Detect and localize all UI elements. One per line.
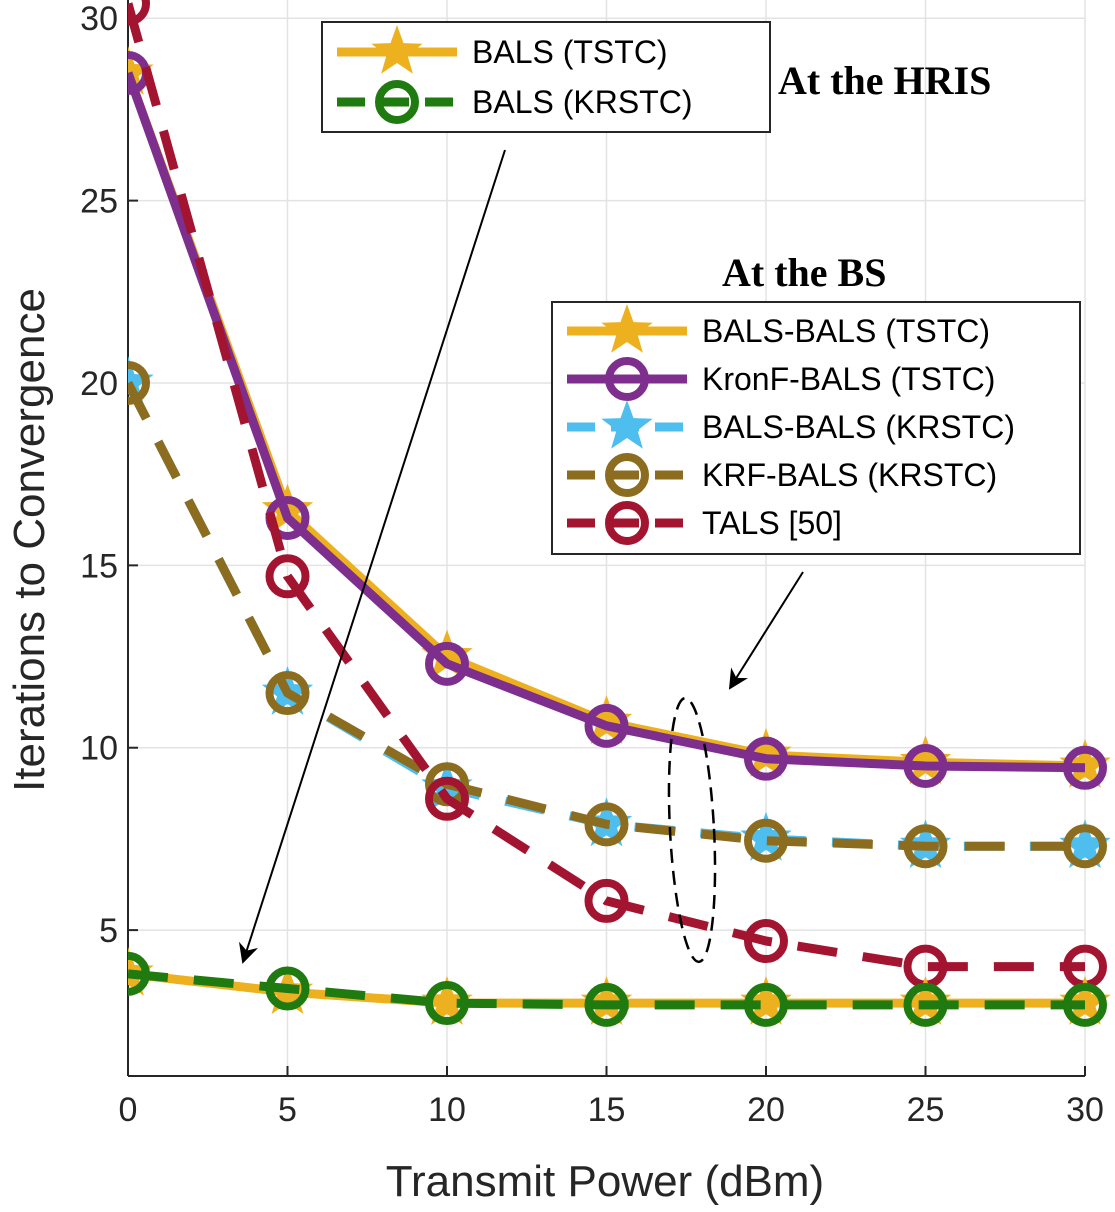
series-line [128,2,1085,972]
legend-label: BALS (TSTC) [472,34,668,70]
y-axis-label: Iterations to Convergence [5,288,54,792]
data-point [1063,824,1107,869]
y-tick-label: 5 [99,912,118,950]
legend-marker [371,25,423,74]
legend-marker [601,304,653,353]
data-point [580,695,633,744]
data-point [744,736,788,781]
data-point [425,981,469,1026]
data-point [584,802,629,847]
legend-marker [601,400,653,449]
data-point [421,629,473,679]
series-line [128,71,1086,773]
series-layer [128,0,1111,1027]
x-tick-label: 10 [428,1091,466,1129]
annotation-hris: At the HRIS [778,58,991,103]
legend-marker [375,80,419,124]
data-point [128,360,150,405]
legend-bs: BALS-BALS (TSTC) KronF-BALS (TSTC) BALS-BA… [551,301,1081,555]
legend-label: BALS-BALS (TSTC) [702,313,990,349]
x-tick-label: 20 [747,1091,785,1129]
y-tick-label: 25 [80,183,118,221]
hris-arrow [239,149,506,964]
data-point [899,735,952,785]
legend-marker [605,501,649,545]
bs-arrow [728,571,804,690]
annotation-bs: At the BS [722,250,886,295]
data-point [740,811,792,861]
data-point [265,671,310,716]
data-point [744,982,788,1027]
data-point [1059,819,1111,869]
data-point [740,728,792,777]
data-point [421,976,473,1025]
data-point [1063,982,1107,1027]
series-line [128,969,1085,1010]
data-point [903,982,948,1027]
series-group [128,0,1107,989]
data-point [128,951,150,996]
series-group [128,360,1107,869]
data-point [903,743,948,788]
y-tick-label: 15 [80,547,118,585]
data-point [584,982,629,1027]
x-tick-label: 0 [119,1091,138,1129]
data-point [1063,745,1107,790]
x-axis-label: Transmit Power (dBm) [386,1157,824,1206]
data-point [903,824,948,869]
y-tick-label: 30 [80,0,118,38]
legend-marker [605,357,649,401]
x-tick-label: 15 [588,1091,626,1129]
data-point [740,976,792,1025]
legend-label: KRF-BALS (KRSTC) [702,457,997,493]
data-point [425,776,469,821]
data-point [584,878,629,923]
legend-label: KronF-BALS (TSTC) [702,361,995,397]
x-tick-label: 30 [1066,1091,1104,1129]
legend-label: TALS [50] [702,505,842,541]
legend-marker [605,453,649,497]
y-tick-label: 10 [80,730,118,768]
bs-highlight-ellipse [667,696,717,964]
legend-label: BALS (KRSTC) [472,84,692,120]
x-tick-label: 5 [278,1091,297,1129]
axes [127,0,1086,1077]
series-line [128,380,1085,851]
legend-hris: BALS (TSTC) BALS (KRSTC) [321,21,771,133]
tick-labels: 0 5 10 15 20 25 30 5 10 15 20 25 30 [80,0,1104,1129]
data-point [265,554,310,599]
data-point [265,966,310,1011]
data-point [584,703,629,748]
data-point [128,0,150,26]
data-point [744,818,788,863]
y-tick-label: 20 [80,365,118,403]
x-tick-label: 25 [907,1091,945,1129]
data-point [744,919,788,964]
data-point [425,641,469,686]
legend-label: BALS-BALS (KRSTC) [702,409,1015,445]
series-group [128,951,1107,1027]
